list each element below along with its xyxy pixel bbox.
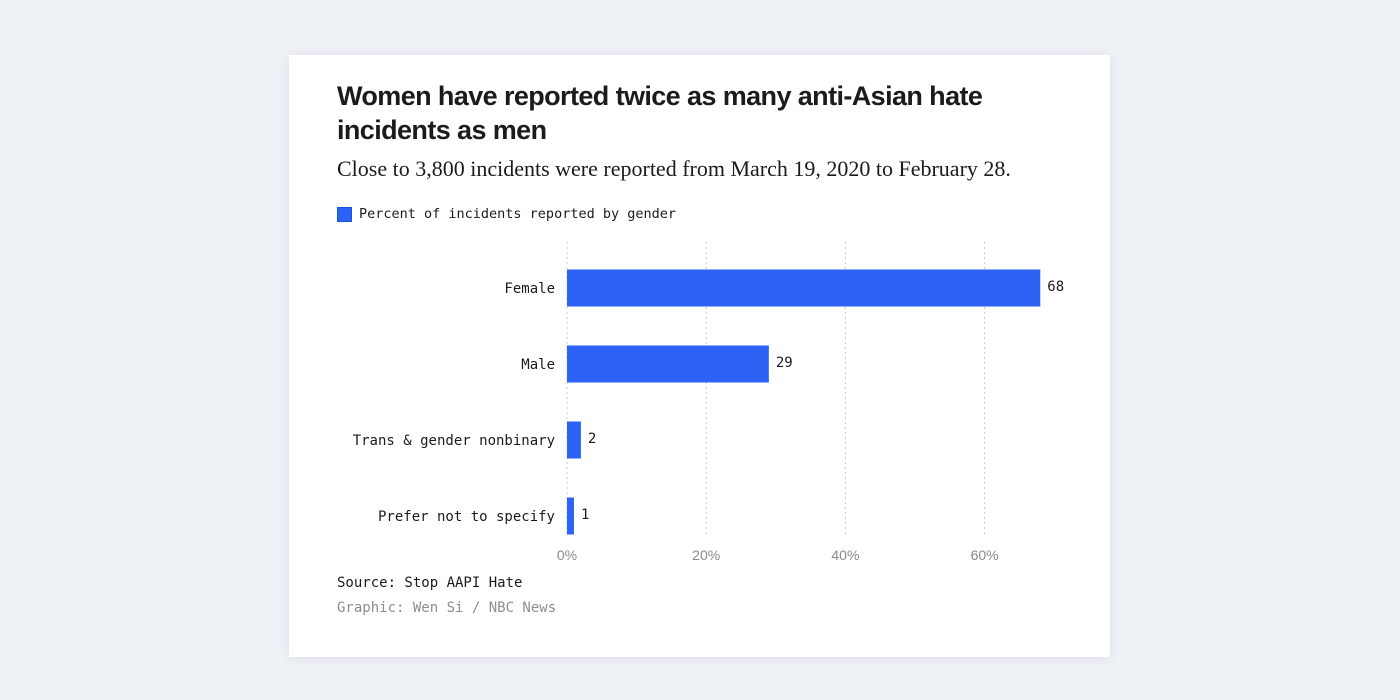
chart-card: Women have reported twice as many anti-A…	[289, 55, 1110, 657]
bar-0	[567, 269, 1041, 307]
category-label-0: Female	[504, 281, 555, 297]
source-note: Source: Stop AAPI Hate	[337, 575, 523, 591]
legend-label: Percent of incidents reported by gender	[359, 206, 676, 222]
value-label-1: 29	[776, 355, 793, 371]
x-tick-label-2: 40%	[831, 547, 859, 563]
chart-subtitle: Close to 3,800 incidents were reported f…	[337, 156, 1011, 181]
x-tick-label-3: 60%	[971, 547, 999, 563]
bar-2	[567, 421, 581, 459]
value-label-2: 2	[588, 431, 596, 447]
bar-chart: 0% 20% 40% 60% Female 68 Male 29 Trans & gender …	[353, 242, 1064, 563]
bar-1	[567, 345, 769, 383]
value-label-0: 68	[1047, 279, 1064, 295]
category-label-1: Male	[521, 357, 555, 373]
category-label-3: Prefer not to specify	[378, 509, 555, 525]
bar-3	[567, 497, 574, 535]
category-label-2: Trans & gender nonbinary	[353, 433, 555, 449]
x-tick-label-1: 20%	[692, 547, 720, 563]
chart-legend: Percent of incidents reported by gender	[337, 204, 676, 224]
legend-swatch	[337, 206, 352, 222]
x-tick-label-0: 0%	[557, 547, 577, 563]
value-label-3: 1	[581, 507, 589, 523]
chart-title: Women have reported twice as many anti-A…	[337, 81, 983, 145]
graphic-credit: Graphic: Wen Si / NBC News	[337, 600, 557, 616]
